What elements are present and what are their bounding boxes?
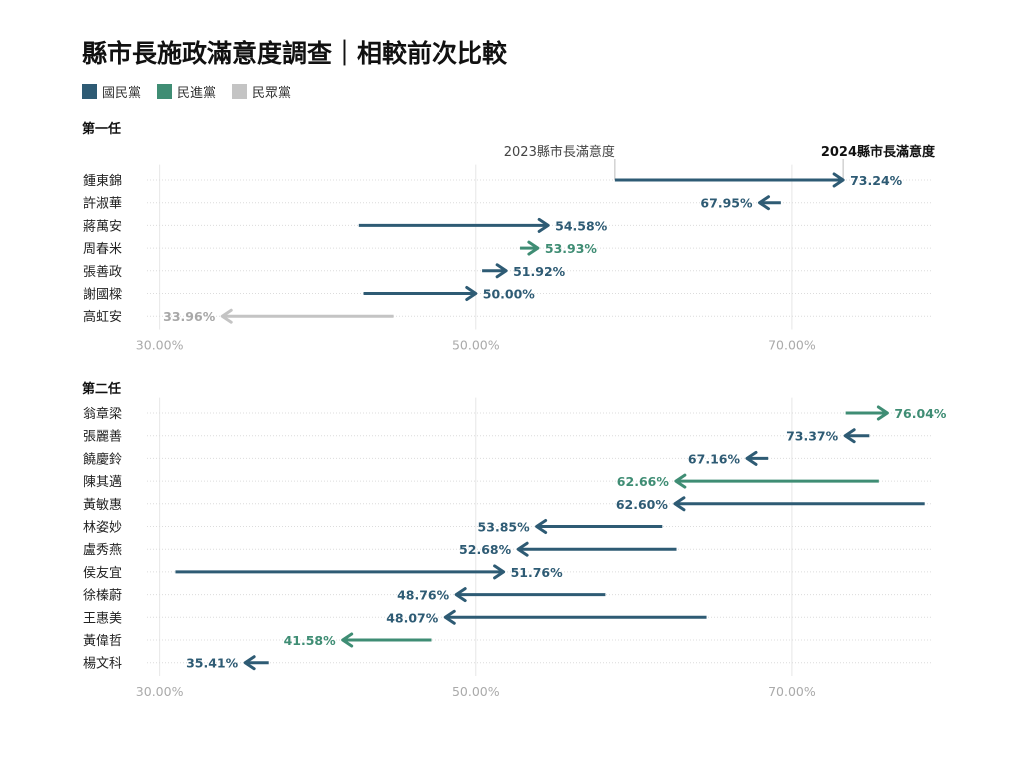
arrow-head — [443, 609, 456, 625]
value-label: 73.24% — [850, 173, 903, 188]
value-label: 48.07% — [386, 610, 439, 625]
legend-label-dpp: 民進黨 — [177, 86, 217, 101]
arrow-head — [745, 450, 758, 466]
value-label: 48.76% — [397, 588, 450, 603]
to-annotation: 2024縣市長滿意度 — [821, 144, 936, 160]
x-tick-label: 30.00% — [136, 338, 184, 353]
value-label: 35.41% — [186, 656, 239, 671]
row-name: 許淑華 — [83, 197, 122, 212]
row-name: 謝國樑 — [83, 288, 122, 303]
row-name: 盧秀燕 — [83, 543, 122, 558]
legend-swatch-dpp — [157, 84, 173, 99]
arrow-head — [465, 286, 478, 301]
row-name: 林姿妙 — [83, 520, 122, 536]
value-label: 62.60% — [616, 497, 669, 512]
row-name: 高虹安 — [83, 309, 122, 325]
row-name: 饒慶鈴 — [83, 451, 122, 467]
row-name: 徐榛蔚 — [83, 589, 122, 604]
arrow-head — [673, 496, 686, 512]
value-label: 51.92% — [513, 264, 566, 279]
legend: 國民黨 民進黨 民眾黨 — [82, 82, 291, 101]
arrow-head — [495, 263, 508, 279]
row-name: 陳其邁 — [83, 475, 122, 490]
value-label: 67.16% — [688, 451, 741, 466]
arrow-head — [832, 172, 845, 188]
chart-title: 縣市長施政滿意度調查｜相較前次比較 — [82, 39, 508, 68]
arrow-head — [220, 308, 233, 324]
arrow-head — [243, 655, 256, 671]
x-tick-label: 30.00% — [136, 684, 184, 699]
arrow-head — [674, 473, 687, 489]
legend-swatch-tpp — [232, 84, 248, 99]
arrow-head — [876, 405, 889, 421]
arrow-head — [758, 195, 770, 211]
legend-swatch-kmt — [82, 84, 97, 99]
row-name: 周春米 — [83, 242, 122, 257]
row-name: 黃偉哲 — [83, 634, 122, 649]
arrow-head — [493, 564, 506, 580]
arrow-head — [843, 428, 856, 444]
arrow-head — [527, 240, 540, 256]
x-tick-label: 70.00% — [768, 684, 816, 699]
row-name: 侯友宜 — [83, 565, 122, 581]
row-name: 王惠美 — [83, 611, 122, 626]
row-name: 翁章梁 — [83, 406, 122, 422]
row-name: 張善政 — [83, 264, 122, 280]
x-tick-label: 50.00% — [452, 338, 500, 353]
legend-item-kmt: 國民黨 — [82, 82, 141, 101]
value-label: 53.85% — [478, 520, 531, 535]
value-label: 76.04% — [894, 406, 947, 421]
panel-label: 第一任 — [82, 121, 121, 137]
x-tick-label: 50.00% — [452, 684, 500, 699]
legend-item-tpp: 民眾黨 — [232, 82, 291, 101]
value-label: 62.66% — [617, 474, 670, 489]
value-label: 73.37% — [786, 429, 839, 444]
x-tick-label: 70.00% — [768, 338, 816, 353]
arrow-head — [341, 632, 354, 648]
row-name: 張麗善 — [83, 429, 122, 445]
value-label: 67.95% — [700, 196, 753, 211]
panel-label: 第二任 — [82, 381, 121, 397]
arrow-head — [535, 519, 548, 534]
value-label: 33.96% — [163, 309, 216, 324]
value-label: 52.68% — [459, 542, 512, 557]
value-label: 41.58% — [284, 633, 337, 648]
arrow-head — [516, 541, 529, 557]
row-name: 蔣萬安 — [83, 219, 122, 234]
value-label: 53.93% — [545, 241, 598, 256]
row-name: 楊文科 — [83, 656, 122, 672]
legend-item-dpp: 民進黨 — [157, 82, 216, 101]
value-label: 54.58% — [555, 218, 608, 233]
arrow-head — [537, 217, 550, 233]
arrow-head — [454, 587, 467, 603]
from-annotation: 2023縣市長滿意度 — [504, 144, 615, 160]
row-name: 黃敏惠 — [83, 498, 122, 513]
legend-label-tpp: 民眾黨 — [252, 86, 292, 101]
row-name: 鍾東錦 — [83, 173, 122, 189]
value-label: 50.00% — [483, 287, 536, 302]
legend-label-kmt: 國民黨 — [102, 86, 142, 101]
value-label: 51.76% — [511, 565, 564, 580]
